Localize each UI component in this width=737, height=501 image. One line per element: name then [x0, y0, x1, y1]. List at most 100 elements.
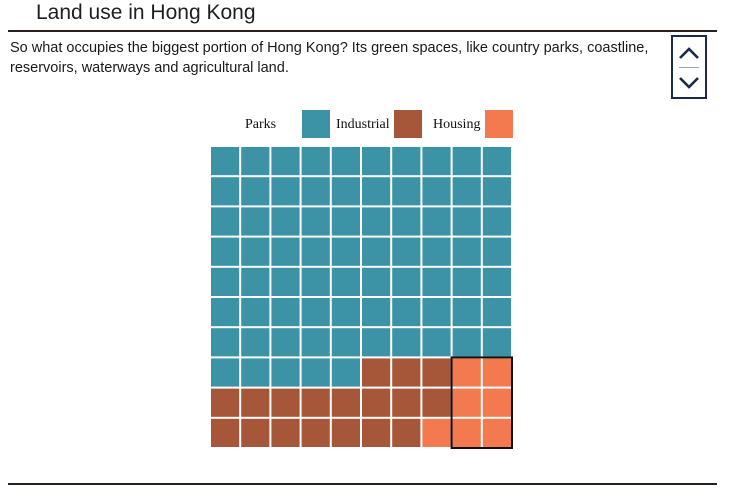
bottom-divider: [8, 483, 717, 485]
waffle-cell-parks: [392, 267, 421, 296]
waffle-cell-industrial: [362, 358, 391, 387]
waffle-cell-industrial: [422, 388, 451, 417]
waffle-cell-parks: [241, 328, 270, 357]
waffle-cell-parks: [301, 267, 330, 296]
waffle-cell-parks: [271, 267, 300, 296]
waffle-cell-parks: [271, 207, 300, 236]
section-description: So what occupies the biggest portion of …: [10, 40, 649, 76]
waffle-cell-parks: [482, 207, 511, 236]
waffle-cell-parks: [241, 267, 270, 296]
waffle-cell-parks: [331, 358, 360, 387]
waffle-cell-parks: [271, 358, 300, 387]
waffle-cell-housing: [482, 388, 511, 417]
waffle-cell-parks: [392, 177, 421, 206]
waffle-cell-parks: [482, 267, 511, 296]
waffle-cell-parks: [211, 358, 240, 387]
waffle-cell-parks: [452, 267, 481, 296]
waffle-cell-industrial: [211, 418, 240, 447]
waffle-cell-parks: [392, 237, 421, 266]
waffle-cell-housing: [452, 388, 481, 417]
waffle-cell-parks: [362, 298, 391, 327]
waffle-cell-parks: [331, 177, 360, 206]
waffle-cell-parks: [452, 177, 481, 206]
waffle-cell-parks: [452, 237, 481, 266]
waffle-cell-housing: [452, 418, 481, 447]
legend-swatch-industrial: [394, 110, 422, 138]
waffle-cell-parks: [301, 298, 330, 327]
waffle-cell-parks: [362, 328, 391, 357]
waffle-cell-parks: [271, 328, 300, 357]
waffle-cell-parks: [392, 147, 421, 176]
waffle-cell-industrial: [362, 418, 391, 447]
waffle-cell-industrial: [241, 418, 270, 447]
legend-label-parks: Parks: [245, 117, 277, 132]
waffle-cell-parks: [452, 147, 481, 176]
waffle-cell-parks: [362, 147, 391, 176]
waffle-cell-parks: [211, 237, 240, 266]
waffle-cell-parks: [482, 177, 511, 206]
waffle-cell-parks: [362, 207, 391, 236]
scroll-nav: [671, 35, 707, 99]
waffle-cell-parks: [482, 237, 511, 266]
waffle-cell-parks: [422, 207, 451, 236]
waffle-cell-parks: [211, 207, 240, 236]
waffle-cell-industrial: [301, 388, 330, 417]
waffle-cell-industrial: [331, 388, 360, 417]
waffle-cell-industrial: [271, 418, 300, 447]
waffle-cell-parks: [211, 267, 240, 296]
waffle-cell-parks: [241, 207, 270, 236]
waffle-cell-parks: [452, 328, 481, 357]
waffle-cell-parks: [301, 177, 330, 206]
waffle-cell-parks: [452, 207, 481, 236]
waffle-cell-parks: [331, 267, 360, 296]
legend-swatch-housing: [485, 110, 513, 138]
chevron-down-icon[interactable]: [673, 69, 705, 97]
waffle-cell-housing: [482, 358, 511, 387]
waffle-cell-industrial: [392, 388, 421, 417]
waffle-cell-parks: [271, 237, 300, 266]
waffle-cell-parks: [331, 328, 360, 357]
waffle-cell-parks: [301, 207, 330, 236]
waffle-cell-parks: [482, 328, 511, 357]
waffle-cell-parks: [211, 328, 240, 357]
waffle-cell-parks: [422, 328, 451, 357]
waffle-cell-industrial: [422, 358, 451, 387]
section-title: Land use in Hong Kong: [36, 1, 256, 24]
waffle-cell-parks: [301, 237, 330, 266]
waffle-cell-parks: [301, 328, 330, 357]
waffle-cell-parks: [422, 147, 451, 176]
waffle-cell-parks: [422, 298, 451, 327]
waffle-cell-parks: [482, 298, 511, 327]
waffle-cell-parks: [211, 147, 240, 176]
waffle-cell-industrial: [331, 418, 360, 447]
legend-label-housing: Housing: [433, 117, 481, 132]
waffle-cell-parks: [331, 237, 360, 266]
waffle-cell-parks: [392, 328, 421, 357]
waffle-cell-industrial: [241, 388, 270, 417]
waffle-cell-housing: [482, 418, 511, 447]
waffle-cell-parks: [271, 177, 300, 206]
chevron-up-icon[interactable]: [673, 39, 705, 67]
nav-separator: [679, 67, 699, 68]
waffle-cell-parks: [452, 298, 481, 327]
legend-swatch-parks: [302, 110, 330, 138]
waffle-cell-parks: [392, 298, 421, 327]
waffle-cell-housing: [452, 358, 481, 387]
housing-highlight-outline: [450, 356, 514, 449]
waffle-cell-parks: [241, 177, 270, 206]
waffle-cell-parks: [241, 237, 270, 266]
waffle-cell-parks: [241, 358, 270, 387]
waffle-cell-parks: [271, 298, 300, 327]
waffle-cell-parks: [331, 298, 360, 327]
waffle-cell-parks: [241, 147, 270, 176]
waffle-cell-industrial: [211, 388, 240, 417]
waffle-cell-industrial: [271, 388, 300, 417]
waffle-cell-parks: [331, 147, 360, 176]
waffle-cell-parks: [422, 177, 451, 206]
waffle-cell-industrial: [392, 418, 421, 447]
waffle-cell-parks: [422, 237, 451, 266]
waffle-cell-parks: [301, 147, 330, 176]
waffle-cell-parks: [211, 177, 240, 206]
waffle-cell-parks: [362, 237, 391, 266]
